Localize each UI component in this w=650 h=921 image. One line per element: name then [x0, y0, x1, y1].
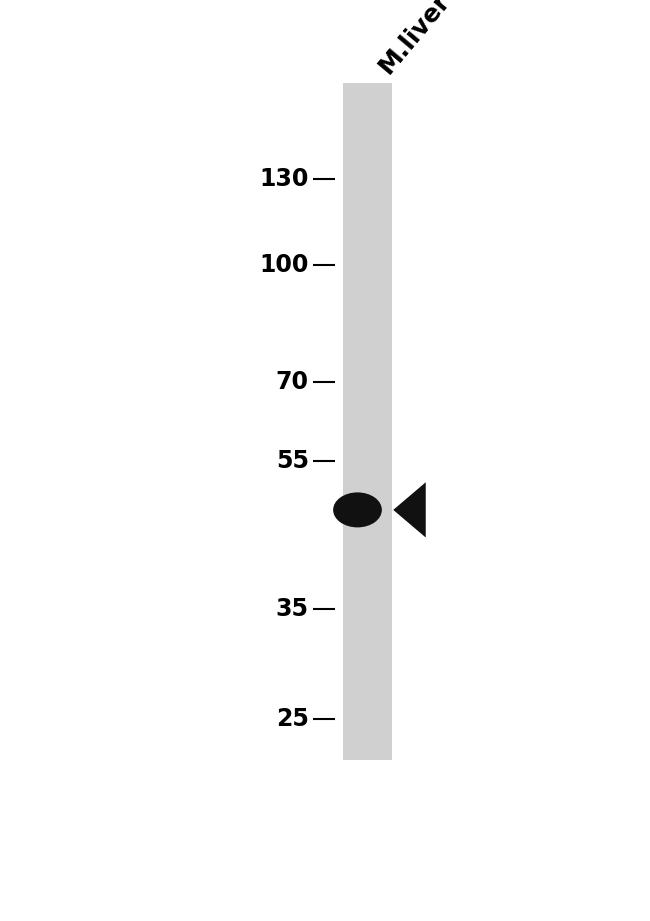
Text: M.liver: M.liver — [374, 0, 454, 78]
Text: 35: 35 — [276, 597, 309, 621]
Text: 70: 70 — [276, 369, 309, 393]
Text: 130: 130 — [259, 167, 309, 192]
Text: 100: 100 — [259, 253, 309, 277]
Ellipse shape — [333, 493, 382, 528]
Bar — [343, 83, 391, 760]
Text: 25: 25 — [276, 706, 309, 730]
Polygon shape — [393, 483, 426, 538]
Text: 55: 55 — [276, 449, 309, 472]
